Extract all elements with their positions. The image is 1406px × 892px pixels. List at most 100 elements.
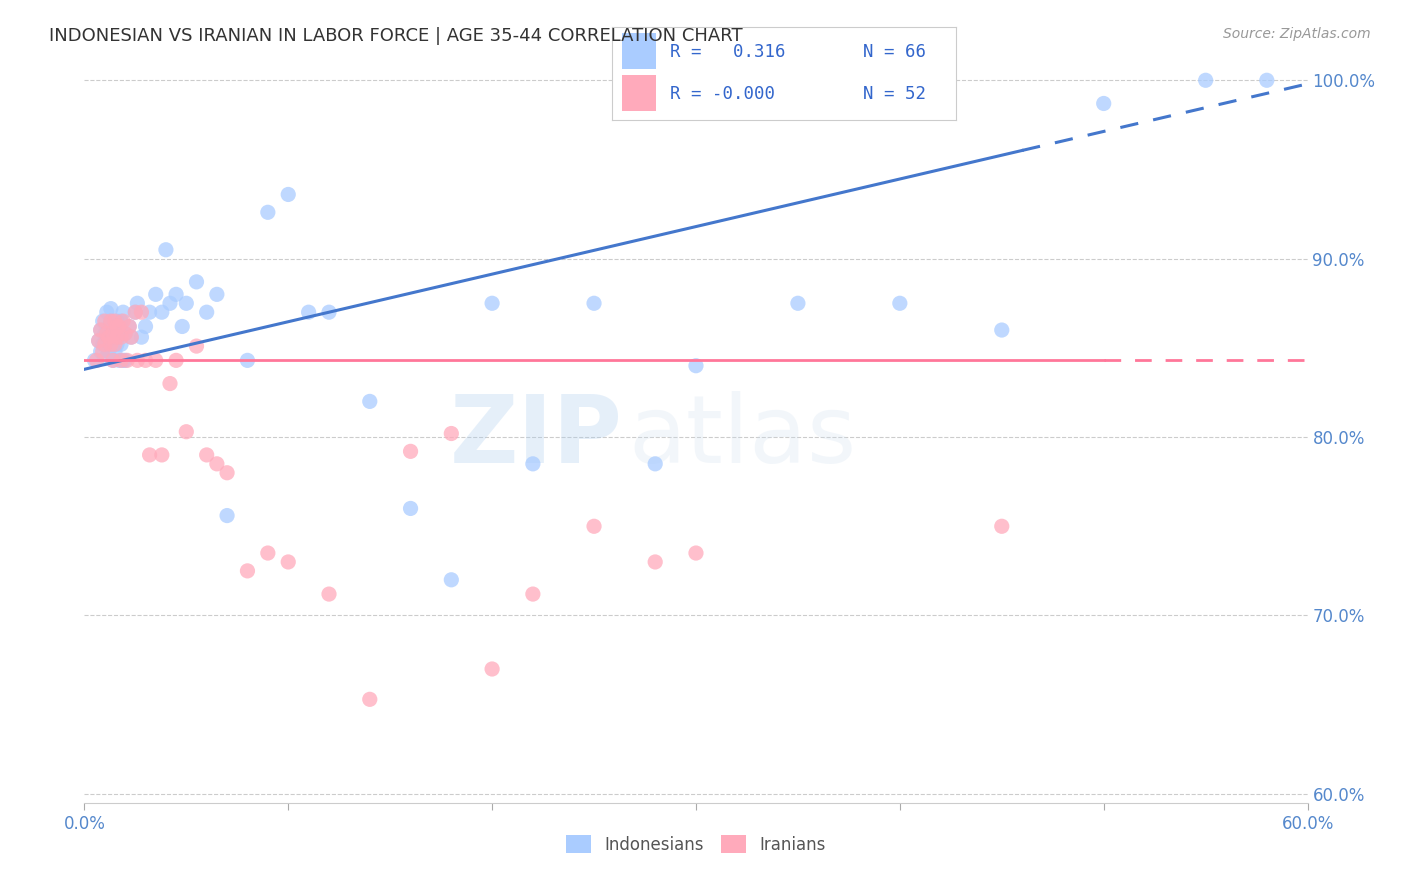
Point	[131, 330, 153, 344]
Point	[685, 359, 707, 373]
Point	[124, 305, 146, 319]
Point	[159, 376, 181, 391]
Point	[96, 326, 118, 341]
Point	[399, 444, 422, 458]
Point	[93, 337, 115, 351]
Point	[100, 301, 122, 316]
Point	[236, 353, 259, 368]
Point	[97, 319, 120, 334]
Legend: Indonesians, Iranians: Indonesians, Iranians	[560, 829, 832, 860]
Text: R =   0.316: R = 0.316	[671, 43, 786, 61]
Point	[110, 353, 132, 368]
Point	[108, 319, 131, 334]
Point	[105, 330, 128, 344]
Point	[150, 305, 173, 319]
Point	[1256, 73, 1278, 87]
Point	[174, 425, 197, 439]
Point	[120, 330, 142, 344]
Point	[318, 305, 340, 319]
Point	[104, 314, 127, 328]
Point	[135, 353, 157, 368]
Text: N = 52: N = 52	[863, 86, 927, 103]
Point	[112, 314, 135, 328]
Point	[205, 287, 228, 301]
Point	[145, 353, 167, 368]
Point	[90, 323, 112, 337]
Point	[583, 519, 606, 533]
Point	[100, 314, 122, 328]
Point	[124, 305, 146, 319]
Point	[138, 448, 160, 462]
Point	[101, 353, 124, 368]
Point	[138, 305, 160, 319]
Point	[105, 337, 128, 351]
Text: N = 66: N = 66	[863, 43, 927, 61]
Point	[118, 319, 141, 334]
Point	[100, 337, 122, 351]
Point	[205, 457, 228, 471]
Point	[110, 337, 132, 351]
Point	[96, 305, 118, 319]
Point	[522, 587, 544, 601]
Point	[159, 296, 181, 310]
Point	[155, 243, 177, 257]
Point	[277, 187, 299, 202]
Point	[93, 326, 115, 341]
Point	[440, 426, 463, 441]
Point	[104, 337, 127, 351]
Point	[145, 287, 167, 301]
Point	[96, 330, 118, 344]
Point	[105, 314, 128, 328]
Point	[277, 555, 299, 569]
Point	[127, 296, 149, 310]
Point	[115, 353, 138, 368]
Point	[172, 319, 194, 334]
Point	[481, 296, 503, 310]
Point	[100, 337, 122, 351]
Point	[165, 287, 187, 301]
Point	[318, 587, 340, 601]
Point	[90, 344, 112, 359]
Point	[108, 326, 131, 341]
Bar	[621, 76, 657, 111]
Point	[114, 326, 136, 341]
Point	[101, 326, 124, 341]
Point	[195, 305, 218, 319]
Point	[195, 448, 218, 462]
Point	[991, 519, 1014, 533]
Point	[112, 305, 135, 319]
Point	[150, 448, 173, 462]
Point	[165, 353, 187, 368]
Point	[105, 319, 128, 334]
Bar	[621, 33, 657, 69]
Point	[644, 457, 666, 471]
Point	[91, 337, 114, 351]
Point	[86, 353, 108, 368]
Point	[91, 314, 114, 328]
Text: atlas: atlas	[628, 391, 856, 483]
Point	[97, 344, 120, 359]
Point	[114, 326, 136, 341]
Point	[97, 330, 120, 344]
Point	[104, 344, 127, 359]
Point	[100, 314, 122, 328]
Text: INDONESIAN VS IRANIAN IN LABOR FORCE | AGE 35-44 CORRELATION CHART: INDONESIAN VS IRANIAN IN LABOR FORCE | A…	[49, 27, 742, 45]
Point	[186, 339, 208, 353]
Point	[583, 296, 606, 310]
Point	[298, 305, 321, 319]
Point	[217, 466, 239, 480]
Point	[481, 662, 503, 676]
Point	[186, 275, 208, 289]
Point	[685, 546, 707, 560]
Point	[440, 573, 463, 587]
Point	[114, 353, 136, 368]
Point	[236, 564, 259, 578]
Text: Source: ZipAtlas.com: Source: ZipAtlas.com	[1223, 27, 1371, 41]
Point	[110, 314, 132, 328]
Text: R = -0.000: R = -0.000	[671, 86, 775, 103]
Point	[91, 344, 114, 359]
Point	[991, 323, 1014, 337]
Point	[359, 692, 381, 706]
Point	[120, 330, 142, 344]
Point	[83, 353, 105, 368]
